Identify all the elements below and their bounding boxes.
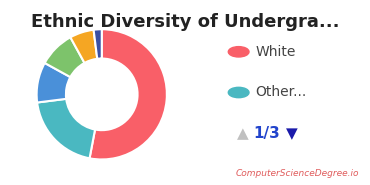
Wedge shape	[37, 63, 70, 102]
Wedge shape	[70, 30, 97, 63]
Text: ▼: ▼	[286, 126, 298, 141]
Wedge shape	[90, 29, 167, 159]
Wedge shape	[37, 99, 95, 158]
Text: Other...: Other...	[255, 85, 307, 100]
Text: ▲: ▲	[236, 126, 248, 141]
Wedge shape	[94, 29, 102, 59]
Text: Ethnic Diversity of Undergra...: Ethnic Diversity of Undergra...	[31, 13, 339, 31]
Text: 1/3: 1/3	[253, 126, 280, 141]
Text: ComputerScienceDegree.io: ComputerScienceDegree.io	[235, 169, 359, 178]
Text: 3%: 3%	[93, 89, 111, 99]
Wedge shape	[45, 37, 84, 77]
Text: White: White	[255, 45, 296, 59]
